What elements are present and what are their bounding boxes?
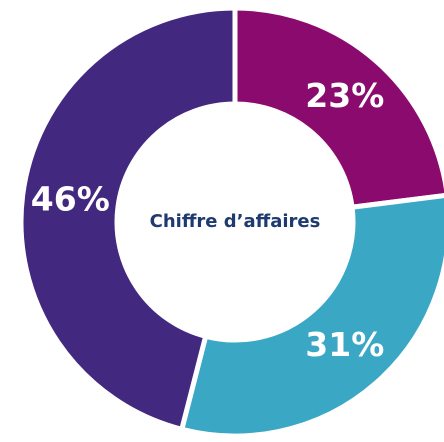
value-label: 23% — [305, 76, 384, 115]
slice — [178, 193, 444, 439]
slice — [18, 5, 238, 433]
slice — [232, 5, 444, 211]
center-label: Chiffre d’affaires — [150, 211, 321, 232]
slices — [18, 5, 444, 439]
value-label: 31% — [305, 325, 384, 364]
value-label: 46% — [31, 180, 110, 219]
